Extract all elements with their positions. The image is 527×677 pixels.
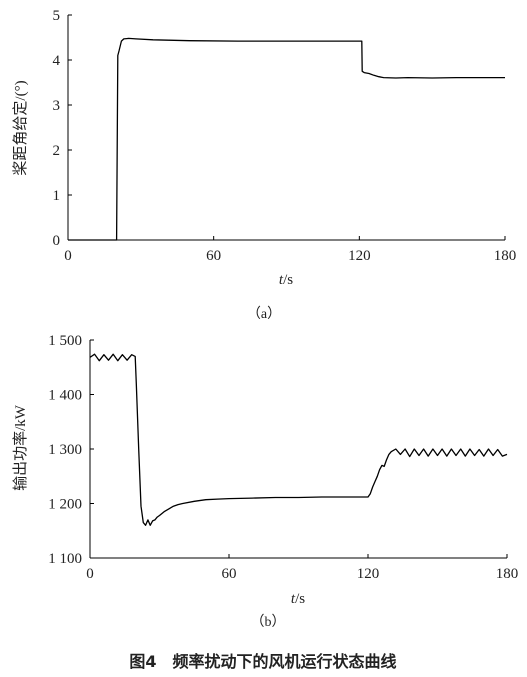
x-tick-label: 120 xyxy=(348,248,371,264)
y-tick-label: 1 200 xyxy=(48,497,82,513)
y-tick-label: 1 500 xyxy=(48,333,82,349)
axes-b xyxy=(89,340,507,559)
y-tick-label: 1 300 xyxy=(48,442,82,458)
y-axis-label-a: 桨距角给定/(°) xyxy=(12,80,29,175)
y-tick-label: 3 xyxy=(53,98,61,114)
y-tick-label: 0 xyxy=(53,233,61,249)
output-power-line xyxy=(89,353,508,526)
x-axis-label-a-var: t xyxy=(279,272,284,288)
x-tick-label: 0 xyxy=(64,248,72,264)
y-axis-label-b: 输出功率/kW xyxy=(12,404,29,491)
y-tick-label: 1 100 xyxy=(48,551,82,567)
x-tick-label: 120 xyxy=(357,566,380,582)
panel-a: 桨距角给定/(°) 0 1 2 3 4 5 0 60 120 180 t/s （a） xyxy=(12,8,516,322)
x-tick-label: 60 xyxy=(206,248,221,264)
pitch-angle-line xyxy=(68,37,505,241)
x-tick-label: 0 xyxy=(86,566,94,582)
ticks-b: 1 100 1 200 1 300 1 400 1 500 0 60 120 180 xyxy=(48,333,518,582)
x-axis-label-b: t/s xyxy=(291,591,305,607)
x-tick-label: 180 xyxy=(496,566,519,582)
x-axis-label-b-var: t xyxy=(291,591,296,607)
x-axis-label-a: t/s xyxy=(279,272,293,288)
x-axis-label-b-unit: /s xyxy=(295,591,305,607)
y-tick-label: 4 xyxy=(53,53,61,69)
ticks-a: 0 1 2 3 4 5 0 60 120 180 xyxy=(53,8,517,264)
y-tick-label: 1 xyxy=(53,188,61,204)
y-tick-label: 2 xyxy=(53,143,61,159)
x-axis-label-a-unit: /s xyxy=(283,272,293,288)
axes-a xyxy=(67,15,505,241)
x-tick-label: 180 xyxy=(494,248,517,264)
y-tick-label: 5 xyxy=(53,8,61,24)
panel-b-sublabel: （b） xyxy=(251,614,286,630)
panel-a-sublabel: （a） xyxy=(247,306,281,322)
y-tick-label: 1 400 xyxy=(48,388,82,404)
x-tick-label: 60 xyxy=(222,566,237,582)
figure-caption: 图4 频率扰动下的风机运行状态曲线 xyxy=(129,652,396,671)
